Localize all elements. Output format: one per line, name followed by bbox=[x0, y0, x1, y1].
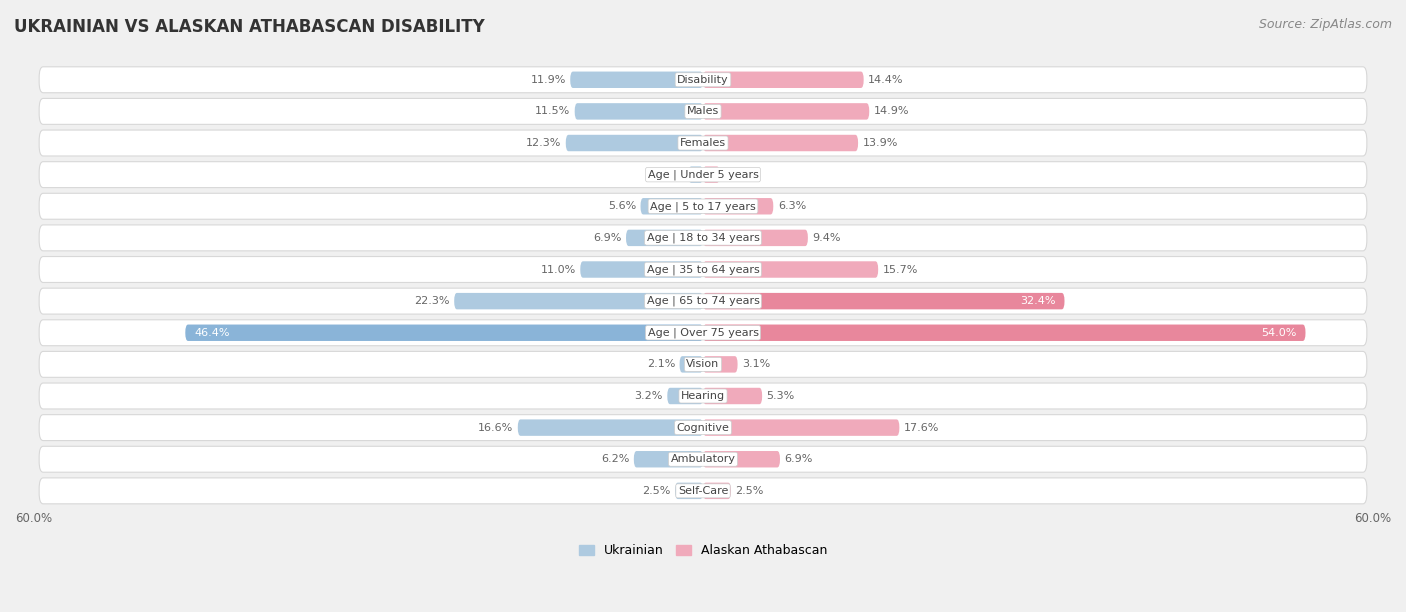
FancyBboxPatch shape bbox=[634, 451, 703, 468]
FancyBboxPatch shape bbox=[703, 135, 858, 151]
Text: Males: Males bbox=[688, 106, 718, 116]
FancyBboxPatch shape bbox=[39, 193, 1367, 219]
FancyBboxPatch shape bbox=[517, 419, 703, 436]
Text: 11.5%: 11.5% bbox=[534, 106, 571, 116]
Text: 2.5%: 2.5% bbox=[643, 486, 671, 496]
Text: 1.5%: 1.5% bbox=[724, 170, 752, 180]
FancyBboxPatch shape bbox=[39, 320, 1367, 346]
Text: 3.2%: 3.2% bbox=[634, 391, 662, 401]
Text: 6.2%: 6.2% bbox=[600, 454, 630, 465]
FancyBboxPatch shape bbox=[703, 388, 762, 404]
FancyBboxPatch shape bbox=[39, 256, 1367, 283]
FancyBboxPatch shape bbox=[39, 383, 1367, 409]
FancyBboxPatch shape bbox=[703, 324, 1306, 341]
Text: Females: Females bbox=[681, 138, 725, 148]
Text: 5.6%: 5.6% bbox=[607, 201, 636, 211]
Text: Disability: Disability bbox=[678, 75, 728, 85]
Text: Ambulatory: Ambulatory bbox=[671, 454, 735, 465]
FancyBboxPatch shape bbox=[703, 293, 1064, 309]
FancyBboxPatch shape bbox=[39, 130, 1367, 156]
Text: 32.4%: 32.4% bbox=[1021, 296, 1056, 306]
FancyBboxPatch shape bbox=[689, 166, 703, 183]
Text: 46.4%: 46.4% bbox=[194, 328, 229, 338]
FancyBboxPatch shape bbox=[679, 356, 703, 373]
Text: 11.9%: 11.9% bbox=[530, 75, 565, 85]
Text: 9.4%: 9.4% bbox=[813, 233, 841, 243]
Text: UKRAINIAN VS ALASKAN ATHABASCAN DISABILITY: UKRAINIAN VS ALASKAN ATHABASCAN DISABILI… bbox=[14, 18, 485, 36]
FancyBboxPatch shape bbox=[39, 99, 1367, 124]
FancyBboxPatch shape bbox=[39, 415, 1367, 441]
Text: 6.9%: 6.9% bbox=[785, 454, 813, 465]
Text: 6.3%: 6.3% bbox=[778, 201, 806, 211]
FancyBboxPatch shape bbox=[39, 478, 1367, 504]
Text: Hearing: Hearing bbox=[681, 391, 725, 401]
Text: 6.9%: 6.9% bbox=[593, 233, 621, 243]
Text: 17.6%: 17.6% bbox=[904, 423, 939, 433]
Text: 2.1%: 2.1% bbox=[647, 359, 675, 370]
FancyBboxPatch shape bbox=[703, 166, 720, 183]
FancyBboxPatch shape bbox=[703, 483, 731, 499]
FancyBboxPatch shape bbox=[703, 451, 780, 468]
FancyBboxPatch shape bbox=[626, 230, 703, 246]
Text: 5.3%: 5.3% bbox=[766, 391, 794, 401]
Text: Age | Over 75 years: Age | Over 75 years bbox=[648, 327, 758, 338]
FancyBboxPatch shape bbox=[641, 198, 703, 214]
FancyBboxPatch shape bbox=[575, 103, 703, 119]
Text: Age | 65 to 74 years: Age | 65 to 74 years bbox=[647, 296, 759, 307]
FancyBboxPatch shape bbox=[39, 67, 1367, 93]
Legend: Ukrainian, Alaskan Athabascan: Ukrainian, Alaskan Athabascan bbox=[574, 539, 832, 562]
FancyBboxPatch shape bbox=[39, 162, 1367, 188]
Text: 16.6%: 16.6% bbox=[478, 423, 513, 433]
FancyBboxPatch shape bbox=[675, 483, 703, 499]
Text: Source: ZipAtlas.com: Source: ZipAtlas.com bbox=[1258, 18, 1392, 31]
Text: 3.1%: 3.1% bbox=[742, 359, 770, 370]
Text: 22.3%: 22.3% bbox=[415, 296, 450, 306]
FancyBboxPatch shape bbox=[703, 72, 863, 88]
Text: 14.4%: 14.4% bbox=[868, 75, 904, 85]
FancyBboxPatch shape bbox=[454, 293, 703, 309]
FancyBboxPatch shape bbox=[39, 288, 1367, 314]
Text: 12.3%: 12.3% bbox=[526, 138, 561, 148]
Text: 11.0%: 11.0% bbox=[540, 264, 576, 275]
Text: Cognitive: Cognitive bbox=[676, 423, 730, 433]
FancyBboxPatch shape bbox=[39, 225, 1367, 251]
FancyBboxPatch shape bbox=[703, 198, 773, 214]
FancyBboxPatch shape bbox=[39, 446, 1367, 472]
Text: Vision: Vision bbox=[686, 359, 720, 370]
Text: Age | Under 5 years: Age | Under 5 years bbox=[648, 170, 758, 180]
FancyBboxPatch shape bbox=[703, 103, 869, 119]
Text: 1.3%: 1.3% bbox=[655, 170, 685, 180]
FancyBboxPatch shape bbox=[703, 261, 879, 278]
Text: 54.0%: 54.0% bbox=[1261, 328, 1296, 338]
FancyBboxPatch shape bbox=[703, 230, 808, 246]
FancyBboxPatch shape bbox=[565, 135, 703, 151]
FancyBboxPatch shape bbox=[39, 351, 1367, 378]
Text: Age | 5 to 17 years: Age | 5 to 17 years bbox=[650, 201, 756, 212]
Text: Age | 18 to 34 years: Age | 18 to 34 years bbox=[647, 233, 759, 243]
FancyBboxPatch shape bbox=[571, 72, 703, 88]
FancyBboxPatch shape bbox=[703, 356, 738, 373]
FancyBboxPatch shape bbox=[186, 324, 703, 341]
Text: 2.5%: 2.5% bbox=[735, 486, 763, 496]
Text: 15.7%: 15.7% bbox=[883, 264, 918, 275]
FancyBboxPatch shape bbox=[581, 261, 703, 278]
Text: Age | 35 to 64 years: Age | 35 to 64 years bbox=[647, 264, 759, 275]
FancyBboxPatch shape bbox=[703, 419, 900, 436]
Text: 13.9%: 13.9% bbox=[862, 138, 898, 148]
Text: 14.9%: 14.9% bbox=[873, 106, 910, 116]
Text: Self-Care: Self-Care bbox=[678, 486, 728, 496]
FancyBboxPatch shape bbox=[668, 388, 703, 404]
